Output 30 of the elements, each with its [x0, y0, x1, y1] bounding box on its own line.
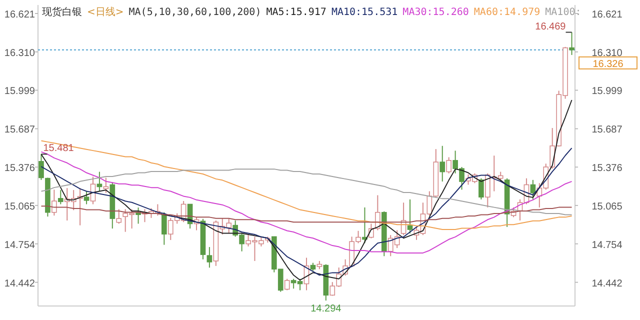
y2-tick-label: 15.376	[592, 163, 623, 174]
chart-title: 现货白银	[42, 6, 82, 18]
y2-tick-label: 15.065	[592, 201, 623, 212]
annotation: 16.469	[535, 21, 566, 32]
y-tick-label: 16.310	[4, 48, 36, 59]
annotation: MA(5,10,30,60,100,200)	[128, 7, 262, 18]
y2-tick-label: 14.442	[592, 278, 623, 290]
y-tick-label: 14.754	[4, 240, 36, 251]
text: MA10:15.531	[331, 7, 398, 18]
text: MA30:15.260	[402, 7, 469, 18]
y2-tick-label: 16.310	[592, 48, 623, 59]
text: MA60:14.979	[474, 7, 540, 18]
y2-tick-label: 14.754	[592, 240, 623, 251]
y2-tick-label: 15.999	[592, 86, 623, 98]
line-series	[40, 168, 572, 216]
y-tick-label: 16.621	[4, 10, 36, 21]
ref-line-label: 16.326	[592, 58, 624, 70]
y-tick-label: 15.376	[4, 163, 36, 174]
y-tick-label: 14.442	[4, 278, 36, 290]
y-tick-label: 15.999	[4, 86, 36, 98]
text: MA5:15.917	[266, 7, 326, 18]
annotation: 14.294	[310, 304, 342, 315]
y-tick-label: 15.065	[4, 201, 36, 212]
line-series	[40, 151, 572, 254]
y2-tick-label: 16.621	[592, 10, 623, 21]
text: MA100:	[545, 7, 582, 18]
chart-subtitle: <日线>	[87, 6, 124, 18]
y2-tick-label: 15.687	[592, 124, 623, 136]
y-tick-label: 15.687	[4, 124, 36, 136]
annotation: 15.481	[43, 143, 74, 154]
